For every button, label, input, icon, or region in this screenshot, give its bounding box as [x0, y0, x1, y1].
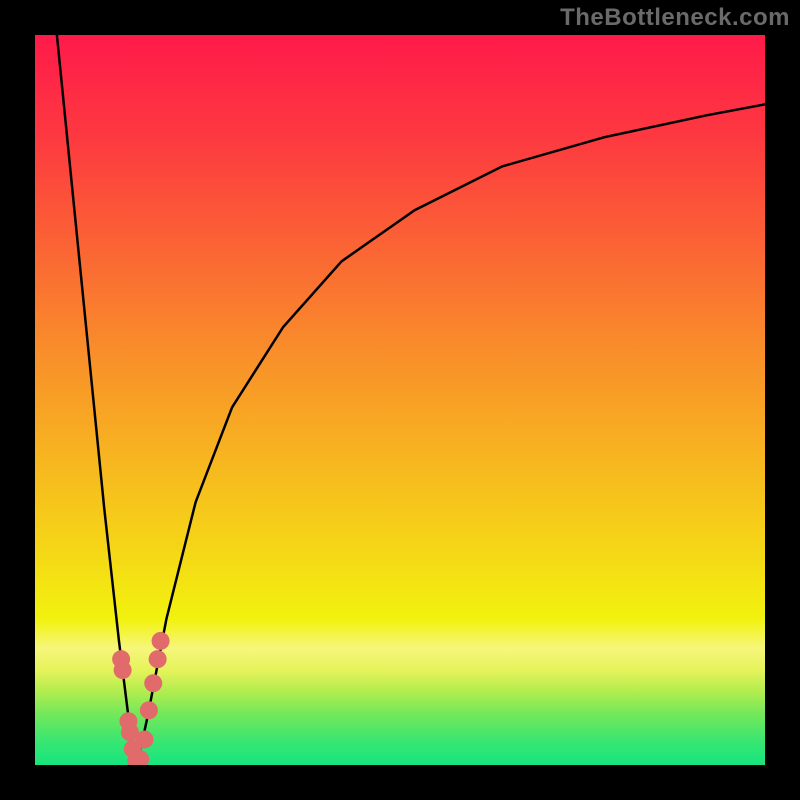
figure-root: TheBottleneck.com [0, 0, 800, 800]
bottleneck-chart [35, 35, 765, 765]
marker-point [140, 701, 158, 719]
marker-point [114, 661, 132, 679]
marker-point [149, 650, 167, 668]
watermark-text: TheBottleneck.com [560, 4, 790, 32]
marker-point [136, 730, 154, 748]
plot-background [35, 35, 765, 765]
marker-point [152, 632, 170, 650]
marker-point [144, 674, 162, 692]
